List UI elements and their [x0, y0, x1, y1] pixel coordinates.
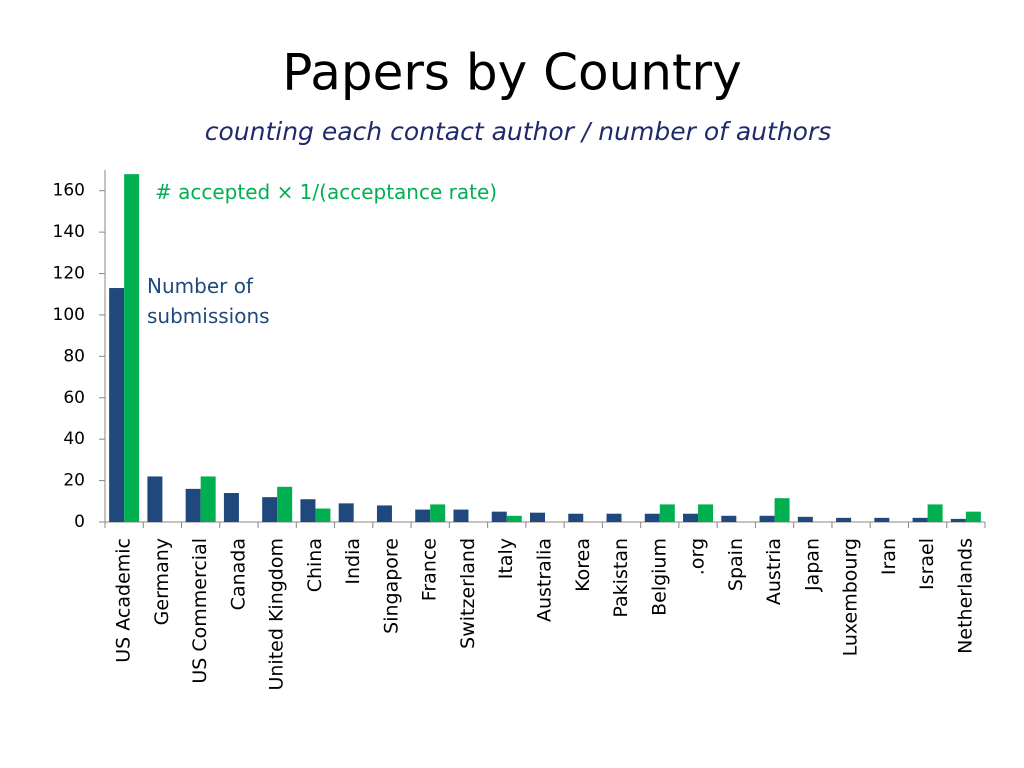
- x-tick-label: Austria: [763, 538, 785, 605]
- bar: [185, 488, 201, 522]
- bar: [683, 513, 699, 522]
- bar: [698, 504, 714, 522]
- y-tick-label: 120: [53, 264, 85, 284]
- bar: [797, 516, 813, 522]
- x-tick-label: United Kingdom: [266, 538, 288, 691]
- y-tick-label: 160: [53, 181, 85, 201]
- bar: [200, 476, 216, 522]
- x-tick-label: .org: [687, 538, 709, 575]
- bar: [338, 503, 354, 522]
- x-tick-label: Spain: [725, 538, 747, 591]
- y-tick-label: 100: [53, 305, 85, 325]
- x-tick-label: Germany: [151, 538, 173, 625]
- x-tick-label: Belgium: [648, 538, 670, 616]
- x-tick-label: Iran: [878, 538, 900, 575]
- bar: [430, 504, 446, 522]
- bar: [950, 518, 966, 522]
- y-tick-label: 60: [63, 388, 85, 408]
- x-tick-label: Japan: [801, 538, 823, 592]
- bar: [277, 486, 293, 522]
- y-tick-label: 20: [63, 471, 85, 491]
- bar: [874, 517, 890, 522]
- bar: [315, 508, 331, 522]
- x-tick-label: Australia: [534, 538, 556, 622]
- bar: [927, 504, 943, 522]
- bar: [109, 288, 125, 522]
- x-tick-label: India: [342, 538, 364, 585]
- bar: [262, 497, 278, 522]
- y-tick-label: 0: [74, 512, 85, 532]
- x-tick-label: US Commercial: [189, 538, 211, 684]
- y-tick-label: 80: [63, 346, 85, 366]
- series-annotation: Number of submissions: [147, 274, 270, 328]
- series-annotation: # accepted × 1/(acceptance rate): [155, 180, 498, 204]
- bar: [491, 511, 507, 522]
- bar: [912, 517, 928, 522]
- bar: [721, 515, 737, 522]
- x-tick-label: Singapore: [380, 538, 402, 634]
- x-tick-label: Switzerland: [457, 538, 479, 649]
- bar: [759, 515, 775, 522]
- bar: [223, 493, 239, 522]
- bar: [147, 476, 163, 522]
- bar: [606, 513, 622, 522]
- bar: [506, 515, 522, 522]
- bar: [836, 517, 852, 522]
- x-tick-label: Luxembourg: [840, 538, 862, 656]
- bar: [376, 505, 392, 522]
- x-tick-label: Israel: [916, 538, 938, 590]
- y-tick-label: 40: [63, 429, 85, 449]
- x-tick-label: Canada: [227, 538, 249, 610]
- x-tick-label: China: [304, 538, 326, 592]
- y-tick-label: 140: [53, 222, 85, 242]
- bar: [415, 509, 431, 522]
- x-tick-label: Netherlands: [954, 538, 976, 654]
- chart-subtitle: counting each contact author / number of…: [205, 117, 832, 146]
- bar: [965, 511, 981, 522]
- x-tick-label: France: [419, 538, 441, 601]
- bar: [644, 513, 660, 522]
- x-tick-label: US Academic: [113, 538, 135, 663]
- x-tick-label: Pakistan: [610, 538, 632, 618]
- bar: [774, 498, 790, 522]
- bar: [568, 513, 584, 522]
- x-tick-label: Korea: [572, 538, 594, 592]
- x-tick-label: Italy: [495, 538, 517, 579]
- bar: [530, 512, 545, 522]
- bar: [453, 509, 469, 522]
- bar: [124, 174, 140, 522]
- bar: [659, 504, 675, 522]
- chart-title: Papers by Country: [282, 44, 741, 102]
- bar: [300, 499, 316, 522]
